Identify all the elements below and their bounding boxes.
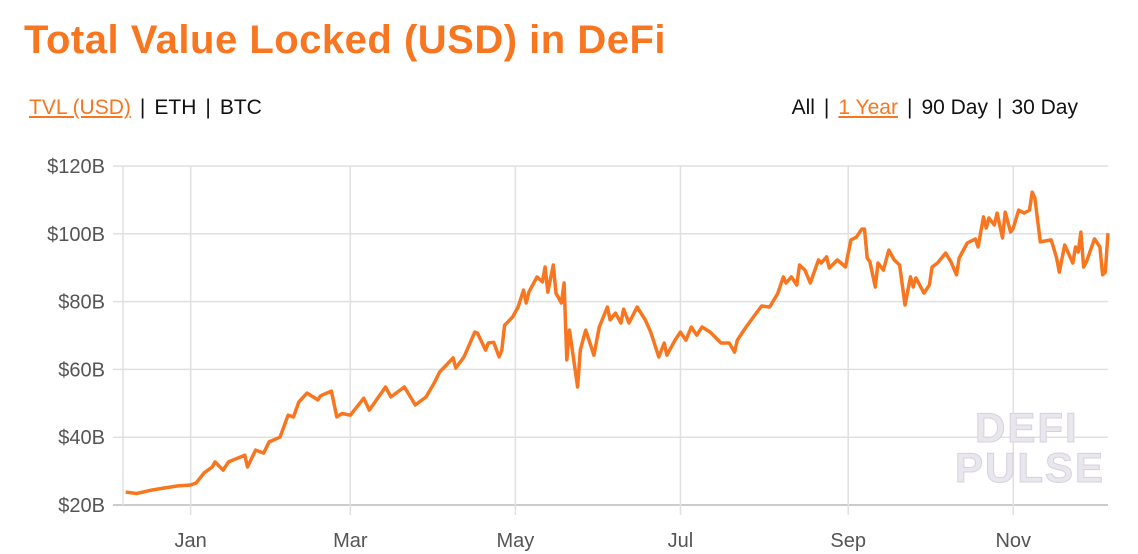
range-tabs: All | 1 Year | 90 Day | 30 Day: [792, 96, 1078, 120]
separator: |: [139, 96, 146, 119]
tab-btc[interactable]: BTC: [219, 96, 262, 119]
x-tick-label: Sep: [830, 530, 866, 552]
x-tick-label: Nov: [995, 530, 1031, 552]
x-tick-label: Jan: [175, 530, 207, 552]
x-tick-label: Jul: [668, 530, 694, 552]
y-tick-label: $60B: [58, 359, 105, 381]
tab-1-year[interactable]: 1 Year: [838, 96, 898, 119]
x-tick-label: Mar: [333, 530, 368, 552]
tvl-series-line: [125, 190, 1110, 496]
y-tick-label: $80B: [58, 292, 105, 314]
tab-all[interactable]: All: [791, 96, 815, 119]
separator: |: [205, 96, 211, 119]
y-tick-label: $20B: [58, 495, 105, 517]
y-tick-label: $40B: [58, 427, 105, 449]
tab-90-day[interactable]: 90 Day: [921, 96, 988, 119]
separator: |: [823, 96, 830, 119]
y-tick-label: $100B: [47, 224, 105, 246]
separator: |: [906, 96, 913, 119]
x-tick-label: May: [496, 530, 534, 552]
tab-30-day[interactable]: 30 Day: [1011, 96, 1078, 119]
separator: |: [996, 96, 1003, 119]
metric-tabs: TVL (USD) | ETH | BTC: [29, 96, 262, 120]
tab-tvl-usd[interactable]: TVL (USD): [29, 96, 131, 119]
tab-eth[interactable]: ETH: [154, 96, 197, 119]
y-tick-label: $120B: [47, 156, 105, 178]
page-title: Total Value Locked (USD) in DeFi: [24, 18, 667, 62]
watermark-logo: DEFI: [975, 404, 1079, 451]
watermark-logo: PULSE: [955, 444, 1105, 491]
